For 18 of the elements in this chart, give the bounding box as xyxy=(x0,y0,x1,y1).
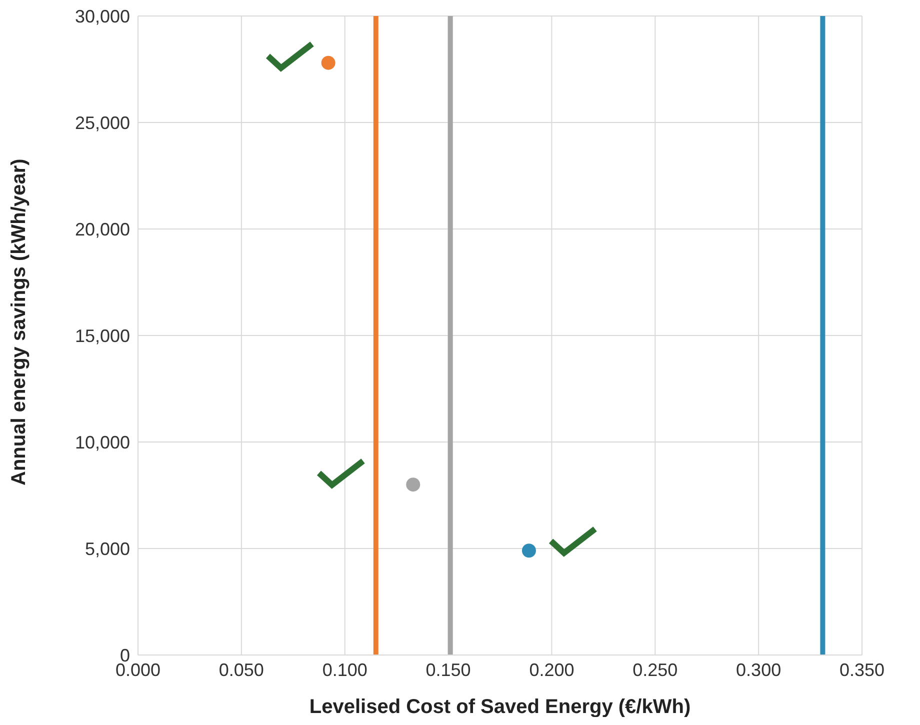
y-tick-label: 25,000 xyxy=(74,112,130,133)
x-tick-label: 0.350 xyxy=(839,660,885,680)
x-axis-title: Levelised Cost of Saved Energy (€/kWh) xyxy=(309,696,691,718)
x-tick-label: 0.100 xyxy=(322,660,368,680)
y-tick-label: 10,000 xyxy=(74,432,130,452)
y-tick-label: 15,000 xyxy=(74,326,130,346)
y-tick-label: 20,000 xyxy=(74,219,130,240)
point xyxy=(522,544,536,558)
x-tick-label: 0.200 xyxy=(529,660,574,680)
y-axis-title: Annual energy savings (kWh/year) xyxy=(8,158,30,486)
x-tick-label: 0.150 xyxy=(426,660,471,680)
point xyxy=(321,56,336,70)
x-tick-label: 0.300 xyxy=(736,660,782,680)
y-tick-label: 30,000 xyxy=(74,6,130,26)
x-tick-label: 0.050 xyxy=(218,660,264,680)
x-tick-label: 0.250 xyxy=(632,660,678,680)
y-tick-label: 5,000 xyxy=(84,538,130,559)
point xyxy=(406,478,420,492)
